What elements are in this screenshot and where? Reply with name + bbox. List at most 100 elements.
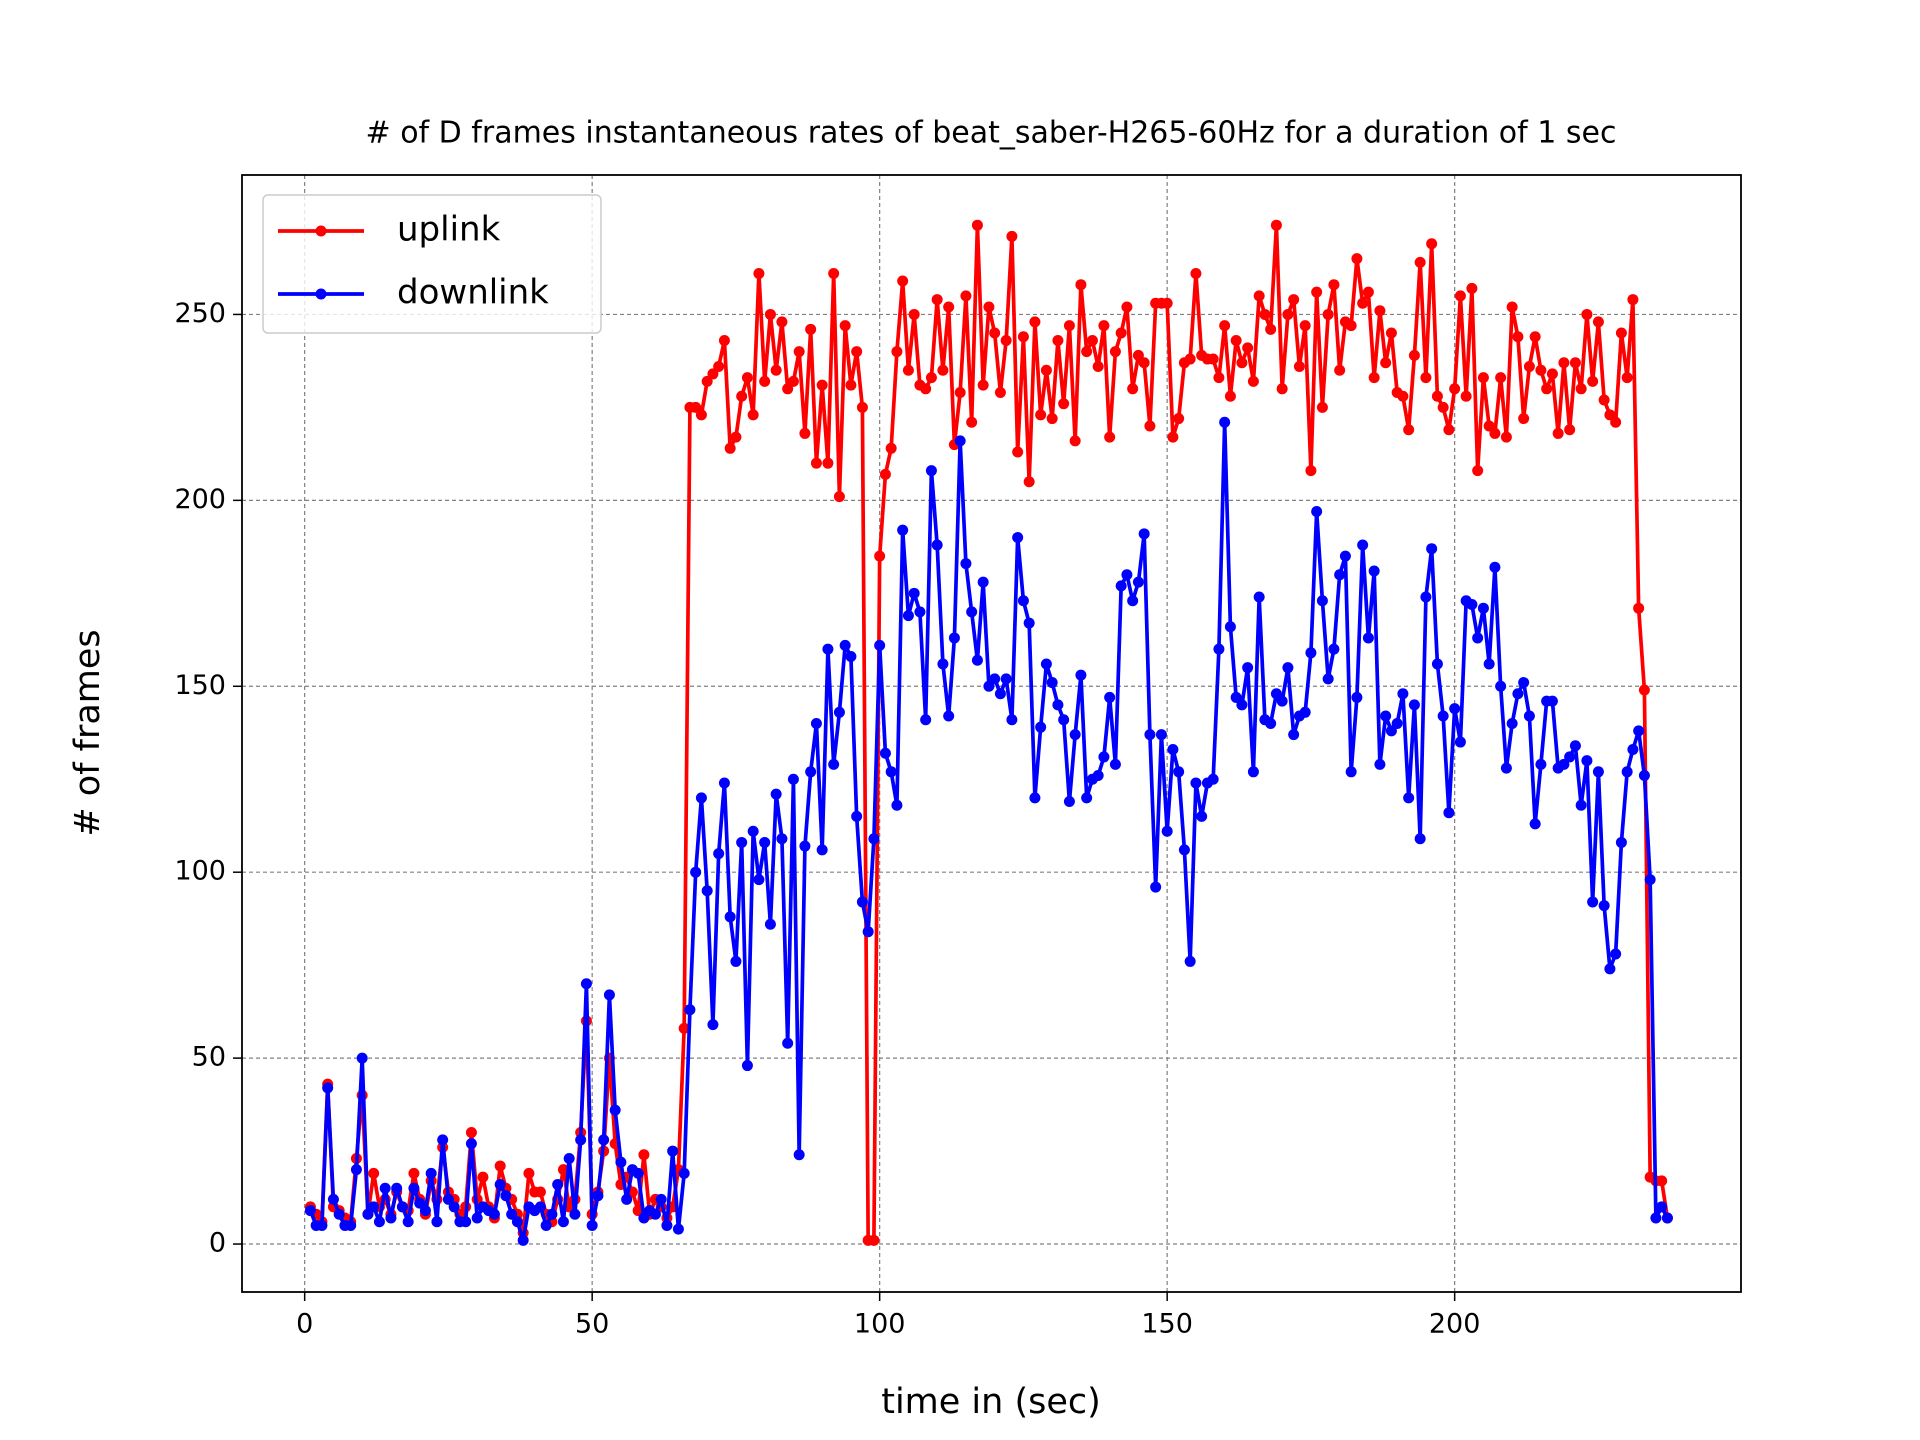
- data-point: [477, 1171, 489, 1183]
- data-point: [805, 323, 817, 335]
- data-point: [1293, 360, 1305, 372]
- data-point: [1017, 331, 1029, 343]
- data-point: [1345, 766, 1357, 778]
- data-point: [1178, 844, 1190, 856]
- data-point: [1224, 390, 1236, 402]
- data-point: [1495, 372, 1507, 384]
- data-point: [1569, 740, 1581, 752]
- data-point: [1322, 673, 1334, 685]
- data-point: [1638, 770, 1650, 782]
- data-point: [1150, 881, 1162, 893]
- data-point: [672, 1223, 684, 1235]
- data-point: [333, 1208, 345, 1220]
- data-point: [1380, 357, 1392, 369]
- x-tick-label: 100: [854, 1309, 906, 1340]
- data-point: [868, 833, 880, 845]
- data-point: [851, 346, 863, 358]
- data-point: [1414, 256, 1426, 268]
- data-point: [345, 1219, 357, 1231]
- data-point: [1276, 695, 1288, 707]
- data-point: [1414, 833, 1426, 845]
- data-point: [1219, 320, 1231, 332]
- legend-marker: [315, 225, 327, 237]
- data-point: [753, 268, 765, 280]
- data-point: [793, 346, 805, 358]
- data-point: [741, 372, 753, 384]
- data-point: [1184, 353, 1196, 365]
- data-point: [471, 1212, 483, 1224]
- data-point: [816, 844, 828, 856]
- data-point: [1282, 662, 1294, 674]
- data-point: [1397, 390, 1409, 402]
- data-point: [1029, 316, 1041, 328]
- data-point: [902, 610, 914, 622]
- data-point: [1460, 390, 1472, 402]
- data-point: [1127, 595, 1139, 607]
- data-point: [897, 524, 909, 536]
- data-point: [1443, 807, 1455, 819]
- data-point: [897, 275, 909, 287]
- data-point: [615, 1156, 627, 1168]
- data-point: [862, 926, 874, 938]
- data-point: [1529, 331, 1541, 343]
- data-point: [1506, 301, 1518, 313]
- chart-title: # of D frames instantaneous rates of bea…: [366, 116, 1617, 151]
- data-point: [350, 1164, 362, 1176]
- data-point: [1362, 286, 1374, 298]
- data-point: [1098, 751, 1110, 763]
- data-point: [989, 327, 1001, 339]
- data-point: [885, 442, 897, 454]
- data-point: [1052, 334, 1064, 346]
- data-point: [1650, 1212, 1662, 1224]
- data-point: [1109, 758, 1121, 770]
- data-point: [609, 1104, 621, 1116]
- data-point: [1345, 320, 1357, 332]
- data-point: [1023, 476, 1035, 488]
- data-point: [1121, 301, 1133, 313]
- data-point: [1207, 353, 1219, 365]
- data-point: [1374, 758, 1386, 770]
- data-point: [1190, 777, 1202, 789]
- legend-marker: [315, 288, 327, 300]
- data-point: [1610, 416, 1622, 428]
- y-tick-label: 100: [174, 856, 226, 887]
- data-point: [1132, 349, 1144, 361]
- data-point: [540, 1219, 552, 1231]
- data-point: [494, 1179, 506, 1191]
- data-point: [1063, 320, 1075, 332]
- data-point: [1523, 360, 1535, 372]
- data-point: [1138, 357, 1150, 369]
- data-point: [1644, 874, 1656, 886]
- data-point: [1385, 327, 1397, 339]
- data-point: [960, 558, 972, 570]
- data-point: [1144, 420, 1156, 432]
- data-point: [810, 457, 822, 469]
- data-point: [1569, 357, 1581, 369]
- series-group: [304, 219, 1673, 1246]
- data-point: [695, 792, 707, 804]
- data-point: [1035, 721, 1047, 733]
- legend-label: uplink: [397, 210, 501, 250]
- data-point: [1656, 1175, 1668, 1187]
- data-point: [1299, 320, 1311, 332]
- data-point: [1604, 409, 1616, 421]
- data-point: [845, 379, 857, 391]
- data-point: [1500, 762, 1512, 774]
- data-point: [954, 387, 966, 399]
- data-point: [621, 1193, 633, 1205]
- data-point: [678, 1022, 690, 1034]
- data-point: [1092, 770, 1104, 782]
- data-point: [402, 1216, 414, 1228]
- data-point: [1621, 372, 1633, 384]
- data-point: [1316, 595, 1328, 607]
- data-point: [937, 658, 949, 670]
- data-point: [1575, 383, 1587, 395]
- x-tick-label: 200: [1429, 1309, 1481, 1340]
- data-point: [649, 1208, 661, 1220]
- data-point: [1518, 413, 1530, 425]
- data-point: [966, 606, 978, 618]
- data-point: [954, 435, 966, 447]
- data-point: [805, 766, 817, 778]
- data-point: [885, 766, 897, 778]
- data-point: [1541, 383, 1553, 395]
